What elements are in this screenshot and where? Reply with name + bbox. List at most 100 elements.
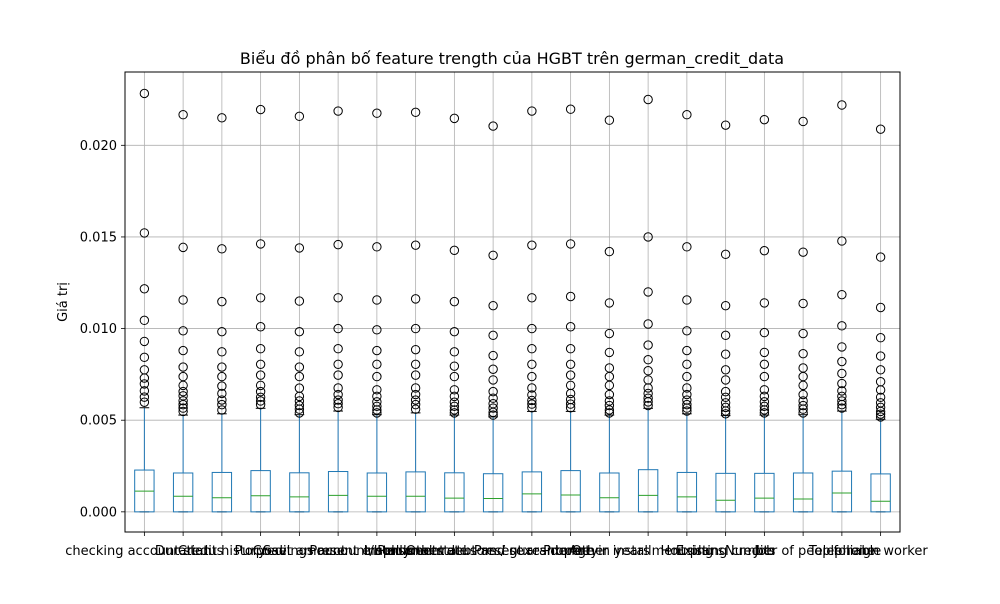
outlier-point: [372, 401, 382, 411]
outlier-point: [217, 371, 227, 382]
outlier-point: [449, 385, 460, 395]
outlier-point: [333, 323, 343, 334]
outlier-point: [604, 246, 615, 257]
outlier-point: [837, 378, 847, 389]
outlier-point: [294, 400, 305, 411]
outlier-point: [139, 88, 150, 99]
box-iqr: [831, 470, 853, 513]
box-17: [754, 114, 775, 513]
box-iqr: [172, 472, 194, 513]
x-tick-label: Other debtors / guarantors: [406, 544, 581, 559]
outlier-point: [604, 400, 615, 411]
outlier-point: [372, 408, 382, 418]
outlier-point: [527, 399, 537, 409]
outlier-point: [720, 398, 731, 408]
outlier-point: [294, 362, 305, 372]
outlier-point: [837, 342, 847, 352]
outlier-point: [488, 121, 498, 131]
outlier-point: [875, 398, 886, 408]
outlier-point: [139, 336, 150, 347]
outlier-point: [604, 363, 615, 373]
outlier-point: [294, 371, 305, 382]
outlier-point: [759, 397, 770, 407]
outlier-point: [294, 396, 305, 406]
box-16: [715, 120, 736, 513]
outlier-point: [604, 405, 615, 415]
outlier-point: [682, 242, 692, 252]
x-tick-label: Housing: [660, 544, 713, 559]
outlier-point: [837, 289, 847, 300]
outlier-point: [798, 408, 808, 418]
outlier-point: [837, 356, 847, 367]
outlier-point: [720, 392, 731, 402]
outlier-point: [643, 393, 653, 403]
outlier-point: [682, 399, 692, 410]
outlier-point: [178, 396, 188, 406]
outlier-point: [139, 352, 150, 363]
box-iqr: [676, 471, 698, 513]
y-tick-label: 0.010: [80, 322, 117, 337]
box-4: [250, 104, 271, 513]
outlier-point: [527, 323, 537, 334]
outlier-point: [643, 232, 653, 242]
outlier-point: [604, 347, 615, 358]
box-iqr: [792, 472, 814, 513]
outlier-point: [759, 245, 770, 256]
outlier-point: [255, 399, 266, 410]
outlier-point: [178, 110, 188, 120]
outlier-point: [604, 298, 615, 308]
box-7: [366, 108, 388, 513]
outlier-point: [333, 344, 343, 354]
outlier-point: [682, 295, 692, 305]
outlier-point: [759, 359, 770, 370]
outlier-point: [720, 365, 731, 375]
box-iqr: [250, 470, 271, 513]
box-iqr: [637, 469, 659, 513]
outlier-point: [255, 370, 266, 380]
outlier-point: [333, 395, 343, 405]
outlier-point: [527, 359, 537, 370]
outlier-point: [565, 380, 576, 391]
outlier-point: [527, 240, 537, 250]
box-iqr: [521, 471, 543, 513]
box-iqr: [560, 470, 581, 513]
outlier-point: [372, 242, 382, 252]
outlier-point: [604, 328, 615, 339]
outlier-point: [139, 386, 150, 396]
outlier-point: [565, 359, 576, 370]
y-tick-label: 0.005: [80, 414, 117, 429]
x-tick-label: foreign worker: [834, 544, 929, 559]
outlier-point: [875, 412, 886, 422]
outlier-point: [333, 399, 343, 409]
box-8: [405, 107, 426, 513]
outlier-point: [875, 402, 886, 413]
outlier-point: [759, 401, 770, 411]
outlier-point: [449, 347, 460, 357]
outlier-point: [720, 300, 731, 311]
outlier-point: [449, 408, 460, 418]
outlier-point: [139, 315, 150, 326]
outlier-point: [372, 295, 382, 305]
outlier-point: [527, 395, 537, 406]
box-6: [327, 106, 349, 513]
x-tick-label: Credit history: [178, 544, 266, 559]
outlier-point: [875, 302, 886, 313]
outlier-point: [488, 410, 498, 420]
outlier-point: [643, 375, 653, 385]
outlier-point: [410, 323, 421, 334]
outlier-point: [217, 381, 227, 391]
outlier-point: [178, 406, 188, 417]
y-axis-label: Giá trị: [56, 282, 71, 322]
outlier-point: [410, 383, 421, 393]
outlier-point: [255, 396, 266, 406]
outlier-point: [449, 361, 460, 371]
outlier-point: [217, 399, 227, 410]
outlier-point: [759, 347, 770, 358]
box-19: [831, 100, 853, 513]
outlier-point: [255, 344, 266, 354]
outlier-point: [527, 293, 537, 303]
